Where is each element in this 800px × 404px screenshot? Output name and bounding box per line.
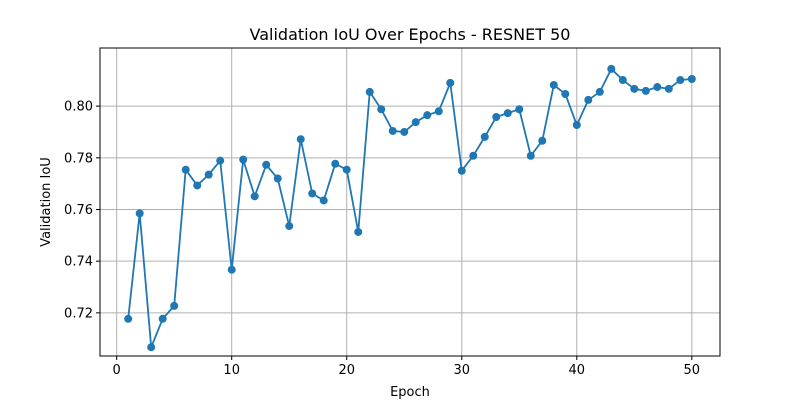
x-tick-label: 40 xyxy=(569,363,586,378)
data-point xyxy=(204,170,213,179)
data-points xyxy=(124,64,696,352)
data-point xyxy=(630,84,639,93)
grid xyxy=(100,48,720,356)
data-point xyxy=(388,126,397,135)
plot-area-frame xyxy=(99,47,721,357)
y-axis-ticks: 0.72 0.74 0.76 0.78 0.80 xyxy=(64,100,100,321)
y-tick-label: 0.72 xyxy=(64,306,93,321)
x-axis-ticks: 0 10 20 30 40 50 xyxy=(113,356,701,378)
data-point xyxy=(135,209,144,218)
data-point xyxy=(250,192,259,201)
y-tick-label: 0.74 xyxy=(64,255,93,270)
data-point xyxy=(296,135,305,144)
data-point xyxy=(227,265,236,274)
data-point xyxy=(538,136,547,145)
data-point xyxy=(331,159,340,168)
data-point xyxy=(216,156,225,165)
data-point xyxy=(434,107,443,116)
data-point xyxy=(377,105,386,114)
x-tick-label: 20 xyxy=(338,363,355,378)
data-point xyxy=(365,87,374,96)
y-tick-label: 0.76 xyxy=(64,203,93,218)
data-point xyxy=(181,165,190,174)
x-tick-label: 10 xyxy=(223,363,240,378)
data-point xyxy=(549,80,558,89)
data-point xyxy=(423,111,432,120)
series-line-group xyxy=(127,68,692,349)
data-point xyxy=(687,75,696,84)
data-point xyxy=(595,87,604,96)
data-point xyxy=(354,227,363,236)
data-point xyxy=(446,78,455,87)
y-axis-label: Validation IoU xyxy=(39,157,54,247)
x-axis-label: Epoch xyxy=(390,385,430,400)
data-point xyxy=(411,118,420,127)
data-point xyxy=(124,314,133,323)
data-point xyxy=(584,95,593,104)
x-tick-label: 0 xyxy=(113,363,121,378)
data-point xyxy=(607,64,616,73)
data-point xyxy=(492,112,501,121)
data-point xyxy=(480,132,489,141)
data-point xyxy=(239,155,248,164)
data-point xyxy=(641,86,650,95)
data-point xyxy=(618,76,627,85)
data-point xyxy=(170,301,179,310)
data-point xyxy=(561,89,570,98)
data-point xyxy=(273,174,282,183)
data-point xyxy=(285,222,294,231)
x-tick-label: 30 xyxy=(453,363,470,378)
data-point xyxy=(319,196,328,205)
data-point xyxy=(193,181,202,190)
series-line xyxy=(127,68,692,349)
data-point xyxy=(676,76,685,85)
data-point xyxy=(526,151,535,160)
data-point xyxy=(400,127,409,136)
data-point xyxy=(158,314,167,323)
data-point xyxy=(572,121,581,129)
data-point xyxy=(653,83,662,92)
y-tick-label: 0.78 xyxy=(64,151,93,166)
chart-title: Validation IoU Over Epochs - RESNET 50 xyxy=(250,25,571,44)
x-tick-label: 50 xyxy=(684,363,701,378)
data-point xyxy=(664,84,673,93)
data-point xyxy=(342,165,351,174)
data-point xyxy=(262,160,271,169)
data-point xyxy=(503,109,512,118)
data-point xyxy=(147,343,156,352)
data-point xyxy=(515,105,524,114)
data-point xyxy=(457,166,466,175)
y-tick-label: 0.80 xyxy=(64,100,93,115)
data-point xyxy=(308,189,317,198)
data-point xyxy=(469,151,478,160)
